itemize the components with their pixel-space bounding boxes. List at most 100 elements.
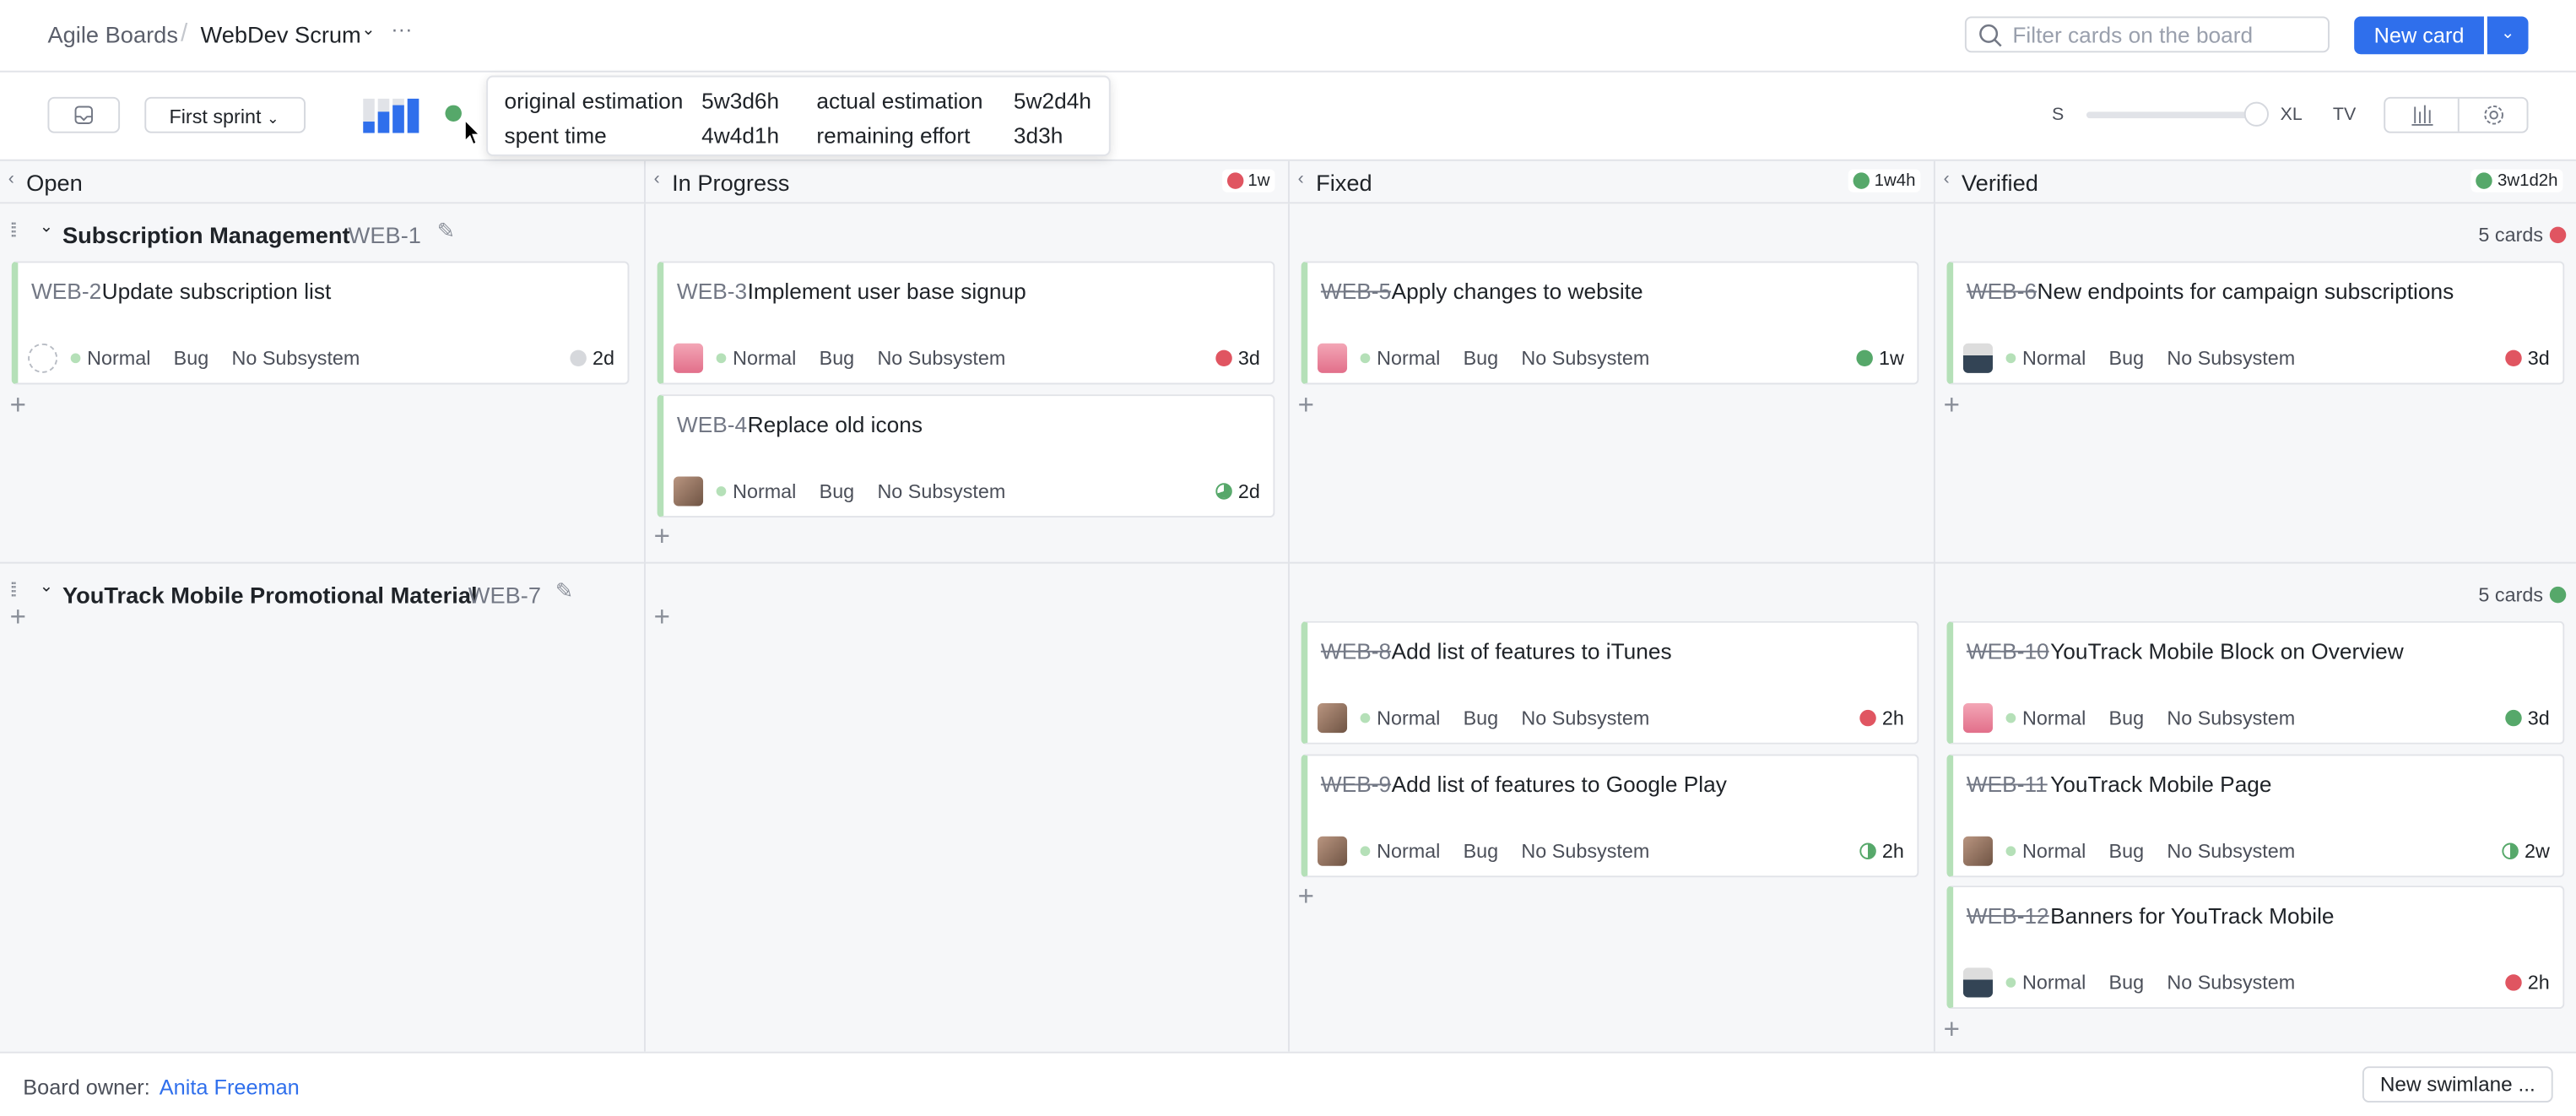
issue-priority[interactable]: Normal (2022, 971, 2086, 994)
issue-subsystem[interactable]: No Subsystem (2167, 706, 2296, 730)
new-card-dropdown-button[interactable]: ⌄ (2487, 16, 2529, 55)
issue-id[interactable]: WEB-9 (1320, 771, 1392, 797)
issue-summary[interactable]: Replace old icons (747, 411, 923, 436)
sprint-selector[interactable]: First sprint ⌄ (144, 96, 306, 133)
issue-card[interactable]: WEB-6 New endpoints for campaign subscrip… (1946, 261, 2565, 385)
issue-subsystem[interactable]: No Subsystem (2167, 346, 2296, 370)
issue-priority[interactable]: Normal (733, 479, 797, 502)
collapse-chevron-icon[interactable]: ‹ (653, 169, 660, 189)
issue-card[interactable]: WEB-9 Add list of features to Google Play… (1301, 753, 1919, 877)
issue-id[interactable]: WEB-10 (1966, 639, 2049, 664)
board-owner-link[interactable]: Anita Freeman (159, 1074, 300, 1100)
drag-handle-icon[interactable]: ⁞⁞ (9, 578, 18, 602)
issue-id[interactable]: WEB-5 (1320, 279, 1392, 305)
issue-card[interactable]: WEB-12 Banners for YouTrack Mobile Normal B… (1946, 886, 2565, 1010)
assignee-avatar[interactable] (1962, 703, 1993, 734)
issue-card[interactable]: WEB-3 Implement user base signup Normal Bug… (657, 261, 1275, 385)
issue-type[interactable]: Bug (819, 346, 855, 370)
collapse-swimlane-chevron-icon[interactable]: ⌄ (39, 578, 54, 597)
issue-summary[interactable]: Add list of features to iTunes (1391, 639, 1672, 664)
issue-card[interactable]: WEB-2 Update subscription list Normal Bug No… (11, 261, 630, 385)
gear-icon[interactable] (2482, 104, 2505, 127)
search-input[interactable]: Filter cards on the board (1964, 16, 2330, 53)
issue-summary[interactable]: Update subscription list (101, 279, 332, 305)
issue-subsystem[interactable]: No Subsystem (1521, 346, 1650, 370)
issue-summary[interactable]: New endpoints for campaign subscriptions (2037, 279, 2454, 305)
backlog-toggle-button[interactable] (47, 96, 121, 133)
issue-priority[interactable]: Normal (733, 346, 797, 370)
issue-summary[interactable]: YouTrack Mobile Page (2050, 771, 2272, 797)
more-options-button[interactable]: ··· (391, 16, 413, 41)
assignee-avatar[interactable] (1962, 967, 1993, 998)
issue-card[interactable]: WEB-4 Replace old icons Normal Bug No Subsys… (657, 393, 1275, 517)
breadcrumb-agile-boards[interactable]: Agile Boards (47, 21, 178, 48)
issue-priority[interactable]: Normal (1377, 706, 1441, 730)
issue-id[interactable]: WEB-6 (1966, 279, 2038, 305)
report-chart-icon[interactable] (2411, 104, 2433, 127)
swimlane-id[interactable]: WEB-7 (468, 582, 542, 609)
issue-summary[interactable]: Apply changes to website (1391, 279, 1643, 305)
card-size-slider-handle[interactable] (2243, 101, 2269, 127)
collapse-swimlane-chevron-icon[interactable]: ⌄ (39, 218, 54, 237)
add-card-button[interactable]: + (1297, 880, 1314, 913)
chevron-down-icon[interactable]: ⌄ (361, 21, 376, 40)
add-card-button[interactable]: + (653, 521, 671, 552)
issue-priority[interactable]: Normal (87, 346, 151, 370)
assignee-avatar[interactable] (1962, 343, 1993, 373)
new-card-button[interactable]: New card (2354, 16, 2484, 55)
issue-priority[interactable]: Normal (1377, 838, 1441, 862)
issue-subsystem[interactable]: No Subsystem (877, 479, 1006, 502)
issue-type[interactable]: Bug (1463, 838, 1499, 862)
collapse-chevron-icon[interactable]: ‹ (8, 169, 14, 189)
add-card-button[interactable]: + (1943, 1012, 1960, 1044)
issue-id[interactable]: WEB-2 (30, 279, 102, 305)
issue-type[interactable]: Bug (2108, 706, 2145, 730)
assignee-avatar[interactable] (674, 475, 704, 506)
issue-subsystem[interactable]: No Subsystem (2167, 971, 2296, 994)
issue-id[interactable]: WEB-11 (1966, 771, 2048, 797)
issue-subsystem[interactable]: No Subsystem (1521, 706, 1650, 730)
issue-subsystem[interactable]: No Subsystem (2167, 838, 2296, 862)
issue-subsystem[interactable]: No Subsystem (1521, 838, 1650, 862)
swimlane-id[interactable]: WEB-1 (348, 221, 421, 248)
issue-priority[interactable]: Normal (2022, 706, 2086, 730)
issue-card[interactable]: WEB-10 YouTrack Mobile Block on Overview N… (1946, 620, 2565, 745)
add-card-button[interactable]: + (9, 388, 27, 420)
issue-type[interactable]: Bug (2108, 346, 2145, 370)
collapse-chevron-icon[interactable]: ‹ (1943, 169, 1950, 189)
issue-id[interactable]: WEB-3 (676, 279, 748, 305)
edit-pencil-icon[interactable]: ✎ (436, 218, 455, 244)
issue-priority[interactable]: Normal (1377, 346, 1441, 370)
issue-summary[interactable]: Add list of features to Google Play (1391, 771, 1727, 797)
issue-id[interactable]: WEB-8 (1320, 639, 1392, 664)
collapse-chevron-icon[interactable]: ‹ (1297, 169, 1304, 189)
column-header-verified[interactable]: ‹ Verified 3w1d2h (1933, 160, 2576, 204)
edit-pencil-icon[interactable]: ✎ (555, 578, 574, 604)
add-card-button[interactable]: + (9, 601, 27, 633)
issue-type[interactable]: Bug (2108, 971, 2145, 994)
assignee-avatar[interactable] (1962, 835, 1993, 865)
issue-priority[interactable]: Normal (2022, 838, 2086, 862)
issue-card[interactable]: WEB-5 Apply changes to website Normal Bug No… (1301, 261, 1919, 385)
add-card-button[interactable]: + (1943, 388, 1960, 420)
unassigned-user-icon[interactable] (28, 343, 58, 373)
issue-type[interactable]: Bug (2108, 838, 2145, 862)
issue-summary[interactable]: YouTrack Mobile Block on Overview (2050, 639, 2404, 664)
issue-card[interactable]: WEB-11 YouTrack Mobile Page Normal Bug No Su… (1946, 753, 2565, 877)
new-swimlane-button[interactable]: New swimlane ... (2362, 1066, 2553, 1103)
tv-mode-button[interactable]: TV (2332, 105, 2357, 125)
issue-type[interactable]: Bug (1463, 346, 1499, 370)
add-card-button[interactable]: + (653, 601, 671, 633)
column-header-fixed[interactable]: ‹ Fixed 1w4h (1287, 160, 1934, 204)
assignee-avatar[interactable] (1318, 703, 1348, 734)
issue-priority[interactable]: Normal (2022, 346, 2086, 370)
sprint-time-status-icon[interactable] (445, 105, 462, 122)
issue-subsystem[interactable]: No Subsystem (231, 346, 360, 370)
add-card-button[interactable]: + (1297, 388, 1314, 420)
burndown-chart-icon[interactable] (363, 98, 422, 133)
column-header-in-progress[interactable]: ‹ In Progress 1w (643, 160, 1288, 204)
assignee-avatar[interactable] (1318, 343, 1348, 373)
board-selector[interactable]: WebDev Scrum (200, 21, 361, 48)
issue-subsystem[interactable]: No Subsystem (877, 346, 1006, 370)
card-size-slider[interactable] (2086, 111, 2256, 119)
